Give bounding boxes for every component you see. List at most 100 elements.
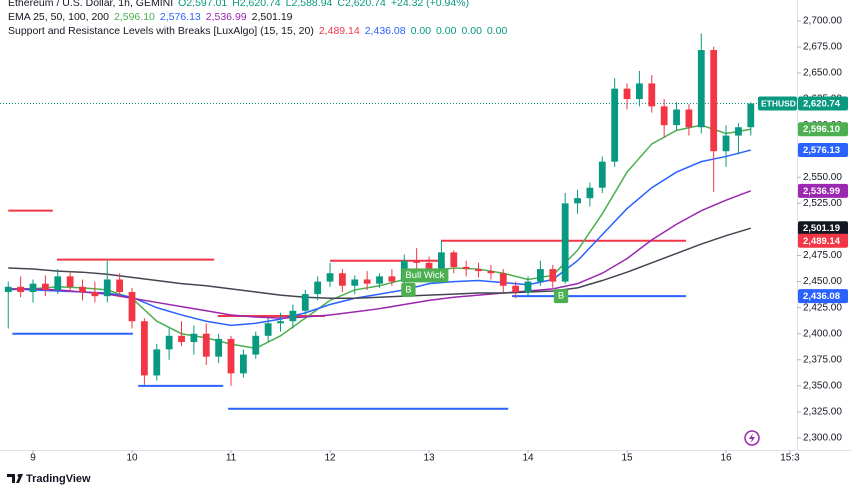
x-tick-label: 15	[621, 453, 633, 464]
candle-body	[252, 335, 260, 355]
candle-body	[747, 103, 755, 128]
candle-body	[648, 83, 656, 107]
legend-item: 2,489.14	[318, 25, 360, 37]
candle-body	[66, 276, 74, 287]
x-tick-label: 14	[522, 453, 534, 464]
y-tick-label: 2,375.00	[803, 354, 842, 365]
x-tick-label: 12	[324, 453, 336, 464]
symbol-tag-label: ETHUSD	[761, 98, 796, 108]
price-tag	[798, 122, 848, 137]
price-tag-label: 2,436.08	[803, 291, 840, 302]
legend-item: H2,620.74	[232, 0, 281, 9]
legend-item: 0.00	[436, 25, 457, 37]
candle-body	[17, 286, 25, 293]
candle-body	[338, 273, 346, 286]
candle-body	[685, 109, 693, 128]
candle-body	[710, 50, 718, 152]
legend-item: +24.32 (+0.94%)	[390, 0, 470, 9]
annotation-text: B	[558, 291, 564, 302]
ema-line	[8, 227, 752, 300]
candle-body	[450, 252, 458, 267]
candle-body	[549, 269, 557, 282]
candle-body	[128, 292, 136, 322]
candle-body	[623, 88, 631, 100]
candle-body	[487, 271, 495, 274]
annotation-text: B	[405, 284, 411, 295]
legend-item: 2,576.13	[159, 11, 201, 23]
candle-body	[437, 252, 445, 270]
legend-item: O2,597.01	[178, 0, 228, 9]
price-tag-label: 2,596.10	[803, 124, 840, 135]
x-tick-label: 10	[126, 453, 138, 464]
legend-item: C2,620.74	[337, 0, 386, 9]
candle-body	[140, 321, 148, 376]
alert-icon	[744, 430, 760, 446]
y-tick-label: 2,550.00	[803, 172, 842, 183]
candle-body	[202, 333, 210, 357]
price-tag-label: 2,620.74	[803, 99, 841, 110]
x-tick-label: 16	[720, 453, 732, 464]
y-tick-label: 2,300.00	[803, 433, 842, 444]
candle-body	[79, 286, 86, 293]
candle-body	[314, 281, 322, 295]
price-tag-label: 2,576.13	[803, 145, 840, 156]
x-tick-label: 13	[423, 453, 435, 464]
y-tick-label: 2,425.00	[803, 302, 842, 313]
candle-body	[29, 283, 37, 293]
candle-body	[388, 276, 396, 282]
candle-body	[277, 321, 284, 324]
y-tick-label: 2,450.00	[803, 276, 842, 287]
axes: 2,300.00 2,325.00 2,350.00 2,375.00 2,400.00…	[30, 15, 848, 464]
candle-body	[54, 276, 62, 290]
logo-text: TradingView	[26, 473, 91, 485]
price-tag	[798, 183, 848, 198]
legend-item: 0.00	[461, 25, 482, 37]
legend-item: 2,501.19	[251, 11, 293, 23]
candle-body	[660, 106, 668, 126]
candle-body	[215, 338, 223, 357]
candle-body	[499, 273, 507, 286]
candle-body	[165, 335, 173, 350]
legend-item: L2,588.94	[285, 0, 333, 9]
legend-row: EMA 25, 50, 100, 200 2,596.10 2,576.13 2,53…	[8, 10, 512, 24]
legend-item: 2,436.08	[364, 25, 406, 37]
legend-row: Support and Resistance Levels with Break…	[8, 24, 512, 38]
candle-body	[227, 338, 235, 374]
annotation-box	[553, 289, 569, 304]
y-tick-label: 2,675.00	[803, 42, 842, 53]
candle-body	[103, 279, 111, 297]
candle-body	[586, 187, 594, 199]
candle-body	[425, 262, 433, 270]
candle-body	[363, 279, 371, 284]
price-tag	[798, 233, 848, 248]
y-tick-label: 2,650.00	[803, 68, 842, 79]
annotation: B	[401, 282, 416, 297]
legend-item: 2,536.99	[205, 11, 247, 23]
x-tick-label: 15:3	[780, 453, 800, 464]
legend-row: Ethereum / U.S. Dollar, 1h, GEMINI O2,597…	[8, 0, 512, 10]
candle-body	[697, 50, 705, 128]
candle-body	[326, 273, 334, 282]
legend: Ethereum / U.S. Dollar, 1h, GEMINI O2,597…	[8, 0, 512, 38]
x-tick-label: 9	[30, 453, 36, 464]
legend-item: 2,596.10	[114, 11, 155, 23]
y-tick-label: 2,525.00	[803, 198, 842, 209]
price-tag	[798, 143, 848, 158]
price-tag	[798, 96, 848, 111]
candle-body	[239, 354, 247, 374]
symbol-tag	[758, 96, 797, 111]
annotation: B	[553, 289, 569, 304]
x-tick-label: 11	[226, 453, 237, 464]
candle-body	[475, 269, 482, 272]
annotation-box	[401, 282, 416, 297]
annotation-text: Bull Wick	[405, 270, 444, 281]
candle-body	[351, 279, 359, 286]
y-tick-label: 2,325.00	[803, 407, 842, 418]
candle-body	[722, 135, 730, 152]
legend-item: EMA 25, 50, 100, 200	[8, 11, 109, 23]
plot-area: Bull Wick B B	[0, 33, 797, 410]
candle-body	[91, 292, 99, 297]
